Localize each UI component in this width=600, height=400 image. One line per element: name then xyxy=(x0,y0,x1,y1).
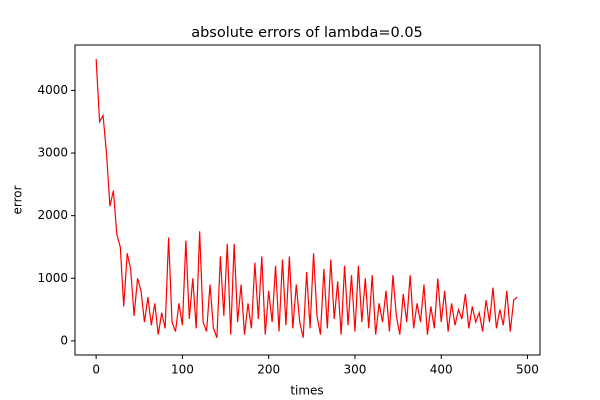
y-tick-label: 1000 xyxy=(37,271,68,285)
y-tick-label: 4000 xyxy=(37,83,68,97)
x-tick-label: 400 xyxy=(430,363,453,377)
x-tick-label: 100 xyxy=(171,363,194,377)
x-tick-label: 200 xyxy=(257,363,280,377)
x-axis-label: times xyxy=(290,384,323,398)
x-tick-label: 300 xyxy=(343,363,366,377)
x-tick-label: 500 xyxy=(516,363,539,377)
y-axis-label: error xyxy=(11,185,25,214)
y-tick-label: 3000 xyxy=(37,146,68,160)
chart-title: absolute errors of lambda=0.05 xyxy=(191,25,423,41)
data-line xyxy=(95,59,518,338)
y-tick-label: 0 xyxy=(60,333,68,347)
y-tick-label: 2000 xyxy=(37,208,68,222)
x-tick-label: 0 xyxy=(92,363,100,377)
axes-frame xyxy=(74,44,541,356)
